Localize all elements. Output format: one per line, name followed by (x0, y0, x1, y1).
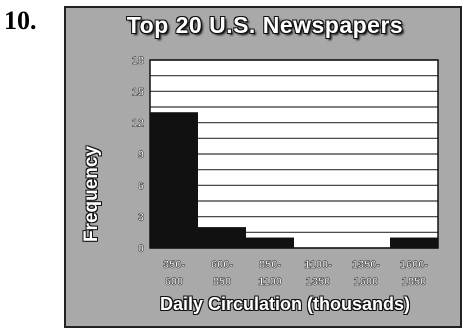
x-tick-label: 600 (165, 276, 183, 288)
bar-350-600 (150, 112, 198, 248)
x-axis-label: Daily Circulation (thousands) (159, 294, 411, 314)
bar-1600-1850 (390, 237, 438, 248)
y-tick-label: 9 (138, 149, 144, 161)
problem-number: 10. (4, 6, 37, 35)
y-tick-label: 15 (132, 86, 144, 98)
bar-600-850 (198, 227, 246, 248)
plot-area: 0 3 6 9 12 15 18 350- 600 600- 850 850- 1100 1100- 135… (132, 55, 439, 288)
plot-border (149, 59, 439, 249)
x-tick-label: 850 (213, 276, 231, 288)
y-tick-label: 0 (138, 243, 144, 255)
x-tick-label: 850- (259, 259, 281, 271)
x-tick-label: 1600- (400, 259, 428, 271)
x-tick-label: 1350 (306, 276, 330, 288)
bar-850-1100 (246, 237, 294, 248)
y-tick-label: 18 (132, 55, 144, 67)
histogram-chart: 0 3 6 9 12 15 18 350- 600 600- 850 850- 1100 1100- 135… (64, 6, 462, 328)
x-tick-label: 1350- (352, 259, 380, 271)
x-tick-label: 1850 (402, 276, 426, 288)
x-tick-label: 350- (163, 259, 185, 271)
y-tick-label: 6 (138, 180, 144, 192)
y-tick-label: 3 (138, 212, 144, 224)
y-tick-label: 12 (132, 118, 144, 130)
x-tick-label: 1600 (354, 276, 378, 288)
x-tick-label: 600- (211, 259, 233, 271)
x-tick-label: 1100- (304, 259, 332, 271)
chart-title: Top 20 U.S. Newspapers (126, 12, 404, 38)
y-axis-label: Frequency (81, 145, 102, 243)
x-tick-label: 1100 (258, 276, 282, 288)
